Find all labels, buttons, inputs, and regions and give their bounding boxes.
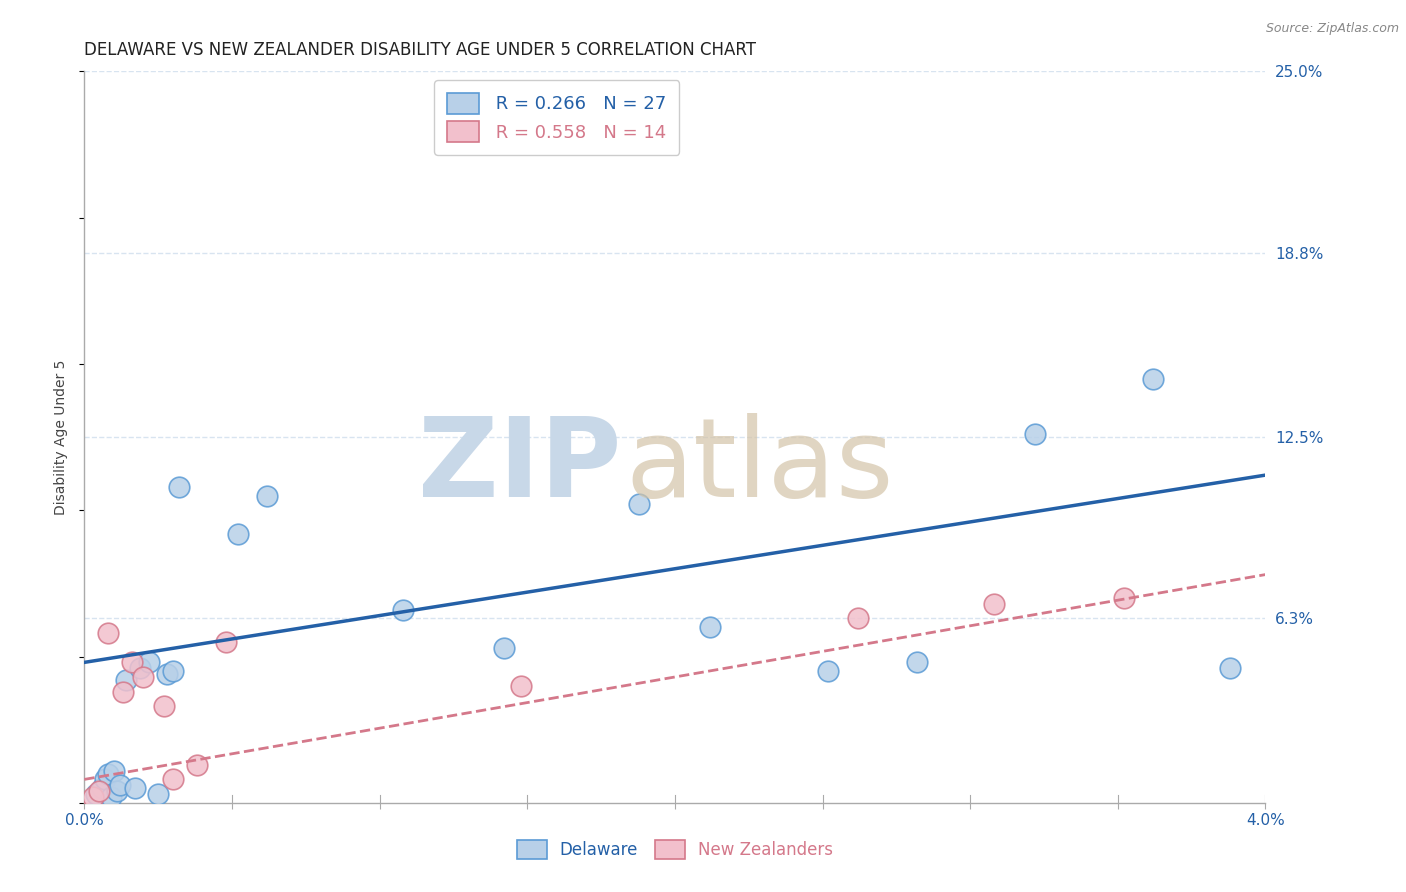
Point <box>510 679 533 693</box>
Point <box>153 699 176 714</box>
Text: DELAWARE VS NEW ZEALANDER DISABILITY AGE UNDER 5 CORRELATION CHART: DELAWARE VS NEW ZEALANDER DISABILITY AGE… <box>84 41 756 59</box>
Point <box>1219 661 1241 675</box>
Point <box>97 626 120 640</box>
Point <box>1142 371 1164 385</box>
Point <box>94 772 117 787</box>
Point <box>105 784 128 798</box>
Point <box>167 480 190 494</box>
Point <box>97 766 120 780</box>
Point <box>132 670 155 684</box>
Text: atlas: atlas <box>626 413 894 520</box>
Point <box>186 757 208 772</box>
Point <box>905 656 928 670</box>
Point <box>108 778 131 792</box>
Point <box>983 597 1005 611</box>
Legend: Delaware, New Zealanders: Delaware, New Zealanders <box>508 831 842 868</box>
Point <box>699 620 721 634</box>
Y-axis label: Disability Age Under 5: Disability Age Under 5 <box>55 359 69 515</box>
Point <box>215 635 238 649</box>
Point <box>628 497 651 511</box>
Point <box>124 781 146 796</box>
Point <box>103 764 125 778</box>
Point <box>1112 591 1135 605</box>
Point <box>82 789 104 804</box>
Point <box>846 611 869 625</box>
Point <box>84 787 107 801</box>
Point <box>492 640 515 655</box>
Point <box>100 789 122 804</box>
Point <box>111 684 134 698</box>
Point <box>114 673 136 687</box>
Point <box>156 667 179 681</box>
Point <box>91 781 114 796</box>
Point <box>148 787 170 801</box>
Point <box>256 489 278 503</box>
Point <box>1024 427 1046 442</box>
Point <box>392 603 415 617</box>
Point <box>817 664 839 678</box>
Point <box>226 526 249 541</box>
Point <box>121 656 143 670</box>
Text: Source: ZipAtlas.com: Source: ZipAtlas.com <box>1265 22 1399 36</box>
Point <box>138 656 160 670</box>
Point <box>129 661 152 675</box>
Point <box>162 664 184 678</box>
Point <box>87 784 111 798</box>
Text: ZIP: ZIP <box>419 413 621 520</box>
Point <box>162 772 184 787</box>
